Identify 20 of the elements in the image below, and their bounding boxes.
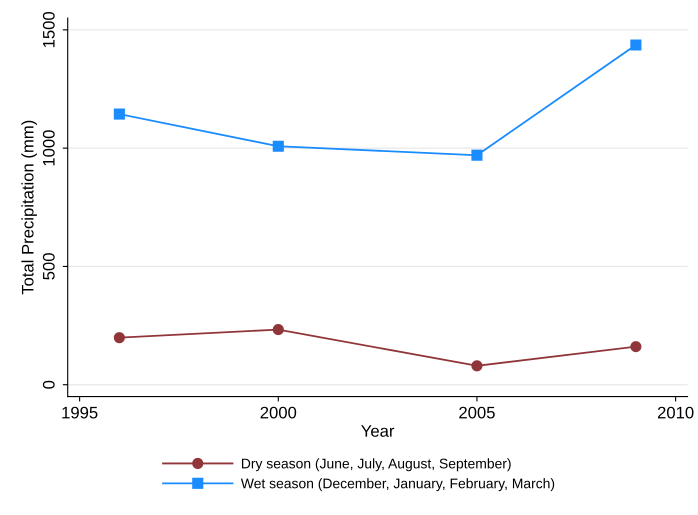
point <box>272 140 284 152</box>
point <box>272 324 284 336</box>
point <box>471 360 483 372</box>
point <box>471 150 483 161</box>
x-tick-label: 2000 <box>260 406 296 419</box>
point <box>630 341 642 352</box>
y-axis-title: Total Precipitation (mm) <box>21 120 37 294</box>
x-tick-label: 2010 <box>658 406 694 419</box>
x-tick-label: 2005 <box>459 406 495 419</box>
x-tick-label: 1995 <box>62 406 98 419</box>
y-tick-label: 500 <box>42 253 55 280</box>
y-tick-label: 0 <box>42 380 55 389</box>
point <box>114 332 125 344</box>
y-tick-label: 1000 <box>42 130 55 166</box>
point <box>630 39 642 51</box>
point <box>114 108 125 120</box>
x-axis-title: Year <box>361 425 394 437</box>
legend-label: Wet season (December, January, February, March) <box>240 478 554 492</box>
legend-label: Dry season (June, July, August, September) <box>242 458 511 472</box>
y-tick-label: 1500 <box>42 12 55 48</box>
